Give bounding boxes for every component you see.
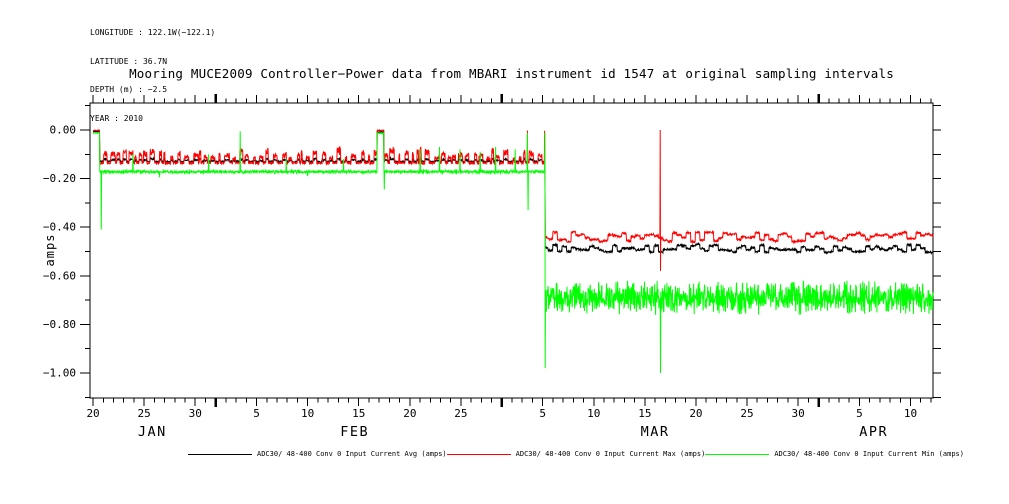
x-tick-label: 25 — [740, 407, 753, 420]
x-tick-label: 25 — [138, 407, 151, 420]
month-label: FEB — [340, 424, 369, 440]
x-tick-label: 25 — [454, 407, 467, 420]
x-tick-label: 5 — [539, 407, 546, 420]
month-label: APR — [859, 424, 888, 440]
y-tick-label: −0.20 — [43, 172, 76, 185]
legend-item-avg: ADC30/ 48-400 Conv 0 Input Current Avg (… — [188, 450, 447, 458]
legend-line-max-icon — [446, 453, 511, 455]
y-tick-label: −0.80 — [43, 318, 76, 331]
y-tick-label: −0.40 — [43, 221, 76, 234]
legend-label-avg: ADC30/ 48-400 Conv 0 Input Current Avg (… — [257, 450, 447, 458]
x-tick-label: 10 — [301, 407, 314, 420]
x-tick-label: 10 — [904, 407, 917, 420]
metadata-latitude: LATITUDE : 36.7N — [90, 56, 168, 66]
legend-item-max: ADC30/ 48-400 Conv 0 Input Current Max (… — [446, 450, 706, 458]
x-tick-label: 30 — [791, 407, 804, 420]
plot-title: Mooring MUCE2009 Controller−Power data f… — [129, 66, 894, 81]
metadata-block: LONGITUDE : 122.1W(−122.1) LATITUDE : 36… — [90, 9, 215, 133]
x-tick-label: 15 — [638, 407, 651, 420]
x-tick-label: 30 — [189, 407, 202, 420]
metadata-year: YEAR : 2010 — [90, 113, 143, 123]
x-tick-label: 5 — [253, 407, 260, 420]
y-tick-label: 0.00 — [50, 123, 77, 136]
y-tick-label: −1.00 — [43, 366, 76, 379]
month-label: MAR — [641, 424, 670, 440]
series-min — [92, 131, 934, 374]
metadata-longitude: LONGITUDE : 122.1W(−122.1) — [90, 28, 216, 37]
x-tick-label: 20 — [86, 407, 99, 420]
legend-label-min: ADC30/ 48-400 Conv 0 Input Current Min (… — [774, 450, 964, 458]
legend-label-max: ADC30/ 48-400 Conv 0 Input Current Max (… — [515, 450, 706, 458]
legend-line-avg-icon — [188, 453, 252, 455]
x-tick-label: 20 — [689, 407, 702, 420]
legend: ADC30/ 48-400 Conv 0 Input Current Avg (… — [188, 450, 964, 458]
x-tick-label: 5 — [856, 407, 863, 420]
x-tick-label: 15 — [352, 407, 365, 420]
x-tick-label: 10 — [587, 407, 600, 420]
plot-frame — [89, 102, 934, 399]
y-tick-label: −0.60 — [43, 269, 76, 282]
series-max — [92, 128, 934, 271]
legend-item-min: ADC30/ 48-400 Conv 0 Input Current Min (… — [705, 450, 964, 458]
metadata-depth: DEPTH (m) : −2.5 — [90, 85, 168, 94]
legend-line-min-icon — [705, 453, 770, 455]
x-tick-label: 20 — [403, 407, 416, 420]
month-label: JAN — [138, 424, 167, 440]
